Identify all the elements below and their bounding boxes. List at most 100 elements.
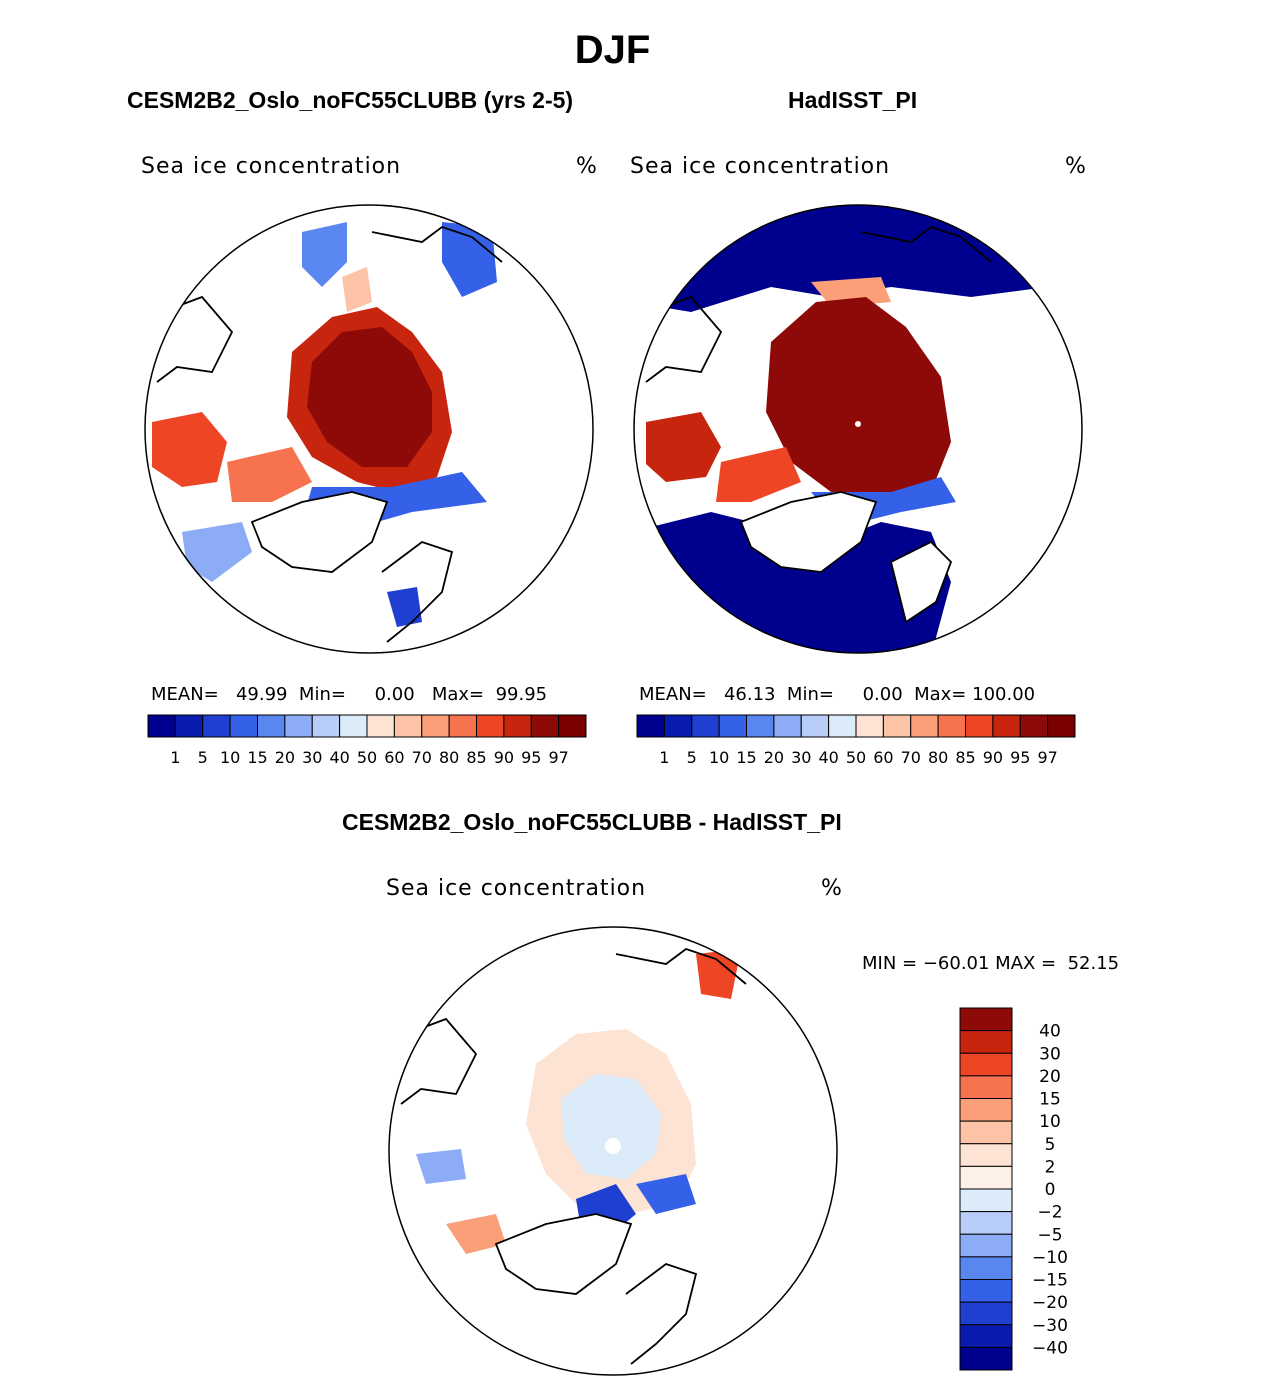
min-value: 0.00 (862, 684, 903, 705)
max-label: Max= (431, 684, 485, 705)
sea-ice-baffin (716, 447, 801, 502)
colorbar-tick-label: −30 (1032, 1316, 1068, 1336)
coastline-siberia (371, 225, 503, 263)
colorbar-swatch (959, 1075, 1013, 1099)
min-label: Min= (298, 684, 346, 705)
diff-hudson-negative (416, 1149, 466, 1184)
scandinavia (889, 540, 953, 624)
colorbar-tick-label: 97 (1037, 748, 1057, 767)
colorbar-swatch (882, 714, 912, 738)
colorbar-tick-label: 85 (955, 748, 975, 767)
colorbar-swatch (959, 1301, 1013, 1326)
mean-label: MEAN= (151, 684, 219, 705)
sea-ice-hudson (646, 412, 721, 482)
map-border (144, 204, 594, 654)
colorbar-tick-label: −20 (1032, 1293, 1068, 1313)
sea-ice-bering-edge (811, 277, 891, 307)
coastline-eurasia (625, 1262, 698, 1365)
colorbar-tick-label: 70 (412, 748, 432, 767)
colorbar-swatch (257, 714, 286, 738)
coastline-siberia (860, 225, 992, 263)
colorbar-swatch (1019, 714, 1049, 738)
colorbar-swatch (828, 714, 857, 738)
map-border (388, 926, 838, 1376)
colorbar-tick-label: 5 (1045, 1135, 1056, 1155)
panel-2-subtitle: HadISST_PI (788, 87, 918, 113)
diff-variable: Sea ice concentration (386, 876, 647, 901)
colorbar-tick-label: 10 (1039, 1112, 1061, 1132)
colorbar-swatch (421, 714, 450, 738)
colorbar-tick-label: −40 (1032, 1338, 1068, 1358)
colorbar-tick-label: 15 (736, 748, 756, 767)
colorbar-swatch (992, 714, 1021, 738)
colorbar-tick-label: 5 (198, 748, 208, 767)
sea-ice-central-core (307, 327, 432, 467)
coastline-north-america (645, 295, 723, 383)
diff-subtitle: CESM2B2_Oslo_noFC55CLUBB - HadISST_PI (342, 809, 842, 835)
panel-2-units: % (1065, 154, 1087, 179)
colorbar-tick-label: 15 (1039, 1090, 1061, 1110)
colorbar-tick-label: 50 (846, 748, 866, 767)
colorbar-swatch (959, 1165, 1013, 1190)
colorbar-swatch (339, 714, 368, 738)
colorbar-tick-label: 90 (494, 748, 514, 767)
colorbar-swatch (959, 1346, 1013, 1371)
panel-1-stats: MEAN= 49.99 Min= 0.00 Max= 99.95 (151, 684, 547, 705)
colorbar-swatch (147, 714, 176, 738)
colorbar-tick-label: 80 (439, 748, 459, 767)
colorbar-tick-label: 90 (983, 748, 1003, 767)
coastline-north-america (156, 295, 234, 383)
greenland-outline (250, 491, 389, 573)
colorbar-tick-label: 95 (521, 748, 541, 767)
colorbar-swatch (959, 1188, 1013, 1213)
colorbar-swatch (959, 1007, 1013, 1032)
colorbar-swatch (691, 714, 720, 738)
panel-2-colorbar: 1 5 10 15 20 30 40 50 60 70 80 85 90 95 97 (636, 714, 1076, 767)
colorbar-swatch (558, 714, 587, 738)
map-border (633, 204, 1083, 654)
colorbar-tick-label: 10 (709, 748, 729, 767)
colorbar-swatch (959, 1256, 1013, 1280)
colorbar-tick-label: 20 (1039, 1067, 1061, 1087)
colorbar-tick-label: −15 (1032, 1271, 1068, 1291)
colorbar-tick-label: 5 (687, 748, 697, 767)
colorbar-tick-label: −10 (1032, 1248, 1068, 1268)
colorbar-tick-label: −2 (1037, 1203, 1062, 1223)
sea-ice-okhotsk (302, 222, 347, 287)
colorbar-swatch (476, 714, 505, 738)
diff-minmax: MIN = −60.01 MAX = 52.15 (862, 953, 1120, 974)
colorbar-tick-label: 80 (928, 748, 948, 767)
colorbar-swatch (229, 714, 258, 738)
colorbar-tick-label: 15 (247, 748, 267, 767)
colorbar-swatch (718, 714, 747, 738)
colorbar-tick-label: −5 (1037, 1225, 1062, 1245)
colorbar-swatch (202, 714, 231, 738)
colorbar-swatch (959, 1098, 1013, 1122)
colorbar-tick-label: 70 (901, 748, 921, 767)
panel-1-variable: Sea ice concentration (141, 154, 402, 179)
colorbar-swatch (746, 714, 775, 738)
colorbar-swatch (530, 714, 560, 738)
colorbar-swatch (965, 714, 994, 738)
coastline-siberia (615, 947, 747, 985)
mean-label: MEAN= (639, 684, 707, 705)
panel-1-map (144, 204, 594, 654)
sea-ice-bering (442, 222, 497, 297)
diff-central-negative (561, 1074, 661, 1179)
colorbar-swatch (636, 714, 665, 738)
colorbar-tick-label: 60 (384, 748, 404, 767)
colorbar-tick-label: 20 (764, 748, 784, 767)
diff-units: % (821, 876, 843, 901)
sea-ice-bering-edge (342, 267, 372, 312)
colorbar-swatch (284, 714, 313, 738)
colorbar-swatch (503, 714, 532, 738)
colorbar-swatch (393, 714, 423, 738)
colorbar-swatch (959, 1143, 1013, 1167)
sea-ice-labrador (182, 522, 252, 582)
figure-title: DJF (574, 28, 651, 72)
colorbar-swatch (959, 1030, 1013, 1054)
mean-value: 46.13 (723, 684, 776, 705)
colorbar-swatch (959, 1211, 1013, 1235)
colorbar-tick-label: 1 (170, 748, 180, 767)
